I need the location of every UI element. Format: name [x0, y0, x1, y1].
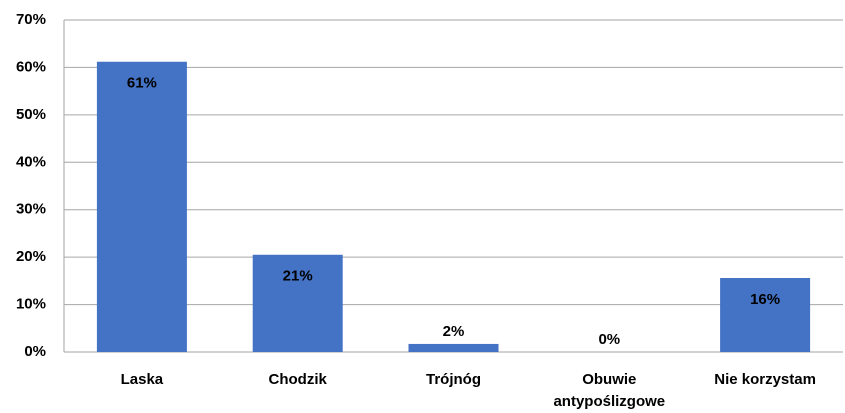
bar — [720, 278, 811, 352]
y-tick-label: 10% — [16, 296, 46, 313]
data-label: 16% — [750, 291, 780, 308]
x-tick-label: Obuwie antypoślizgowe — [553, 371, 666, 410]
y-tick-label: 70% — [16, 11, 46, 28]
y-tick-label: 50% — [16, 106, 46, 123]
y-tick-label: 0% — [24, 343, 46, 360]
x-tick-label: Chodzik — [268, 371, 327, 388]
bar — [96, 61, 187, 352]
bar — [252, 254, 343, 352]
x-tick-label: Trójnóg — [426, 371, 481, 388]
y-tick-label: 60% — [16, 58, 46, 75]
x-tick-label: Laska — [120, 371, 164, 388]
data-label: 21% — [283, 268, 313, 285]
y-tick-label: 40% — [16, 153, 46, 170]
x-tick-label: Nie korzystam — [714, 371, 816, 388]
y-tick-label: 30% — [16, 201, 46, 218]
y-tick-label: 20% — [16, 248, 46, 265]
data-label: 0% — [598, 331, 620, 348]
data-label: 61% — [127, 75, 157, 92]
data-label: 2% — [443, 323, 465, 340]
bar — [408, 343, 499, 352]
